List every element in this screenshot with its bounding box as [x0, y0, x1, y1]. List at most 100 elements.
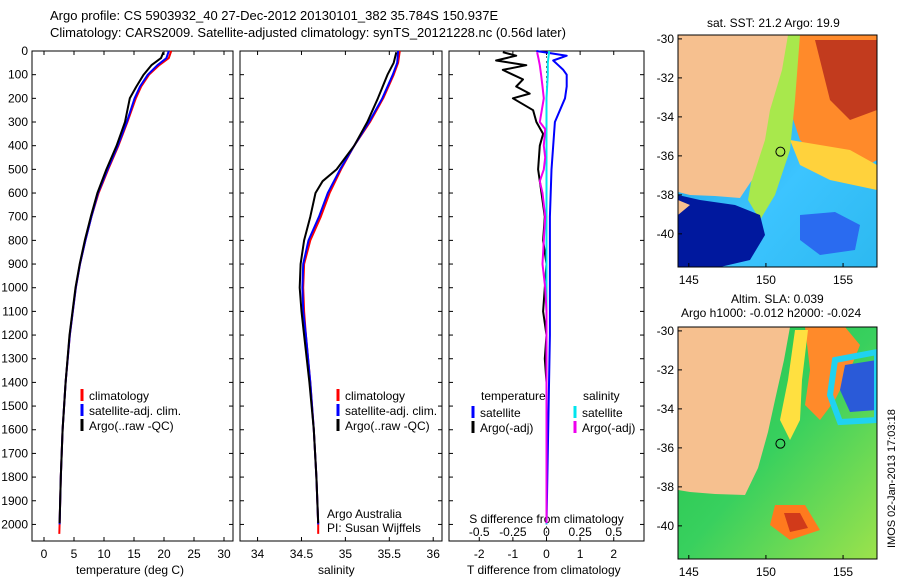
x-tick-label: 34 — [251, 547, 265, 561]
legend-label: Argo(..raw -QC) — [345, 419, 430, 433]
salinity-diff-tick-label: -0.25 — [499, 525, 527, 539]
salinity-panel: 34 34.5 35 35.5 36 climatologysatellite-adj. … — [239, 50, 443, 561]
temp-axes-frame — [31, 50, 234, 542]
depth-tick-label: 1300 — [1, 352, 28, 366]
x-tick-label: 25 — [187, 547, 201, 561]
sst-map-title: sat. SST: 21.2 Argo: 19.9 — [707, 16, 840, 30]
sst-map: 145 150 155 -30 -32 -34 -36 -38 -40 — [657, 32, 878, 287]
legend-label: climatology — [345, 389, 405, 403]
x-tick-label: 15 — [127, 547, 141, 561]
diff-series-line-3 — [536, 51, 548, 524]
map-lon-tick-label: 150 — [756, 273, 776, 287]
legend-label: Argo(..raw -QC) — [89, 419, 174, 433]
diff-series-line-0 — [536, 50, 568, 525]
map-lat-tick-label: -36 — [657, 149, 675, 163]
depth-tick-label: 200 — [8, 91, 28, 105]
legend-label: satellite — [480, 406, 521, 420]
legend-label: climatology — [89, 389, 149, 403]
depth-tick-label: 2000 — [1, 517, 28, 531]
sla-float-marker — [775, 438, 786, 449]
legend-title-salinity: salinity — [583, 389, 620, 403]
sst-land — [678, 35, 788, 198]
figure-title-line1: Argo profile: CS 5903932_40 27-Dec-2012 … — [50, 8, 499, 23]
map-lat-tick-label: -34 — [657, 402, 675, 416]
data-pi-note: PI: Susan Wijffels — [327, 521, 421, 535]
depth-tick-label: 1900 — [1, 494, 28, 508]
depth-tick-label: 1100 — [2, 304, 28, 318]
x-tick-label: -2 — [474, 547, 485, 561]
sla-axis-ticks: 145 150 155 -30 -32 -34 -36 -38 -40 — [657, 324, 854, 579]
map-lat-tick-label: -30 — [657, 324, 675, 338]
figure-title-line2: Climatology: CARS2009. Satellite-adjuste… — [50, 25, 566, 40]
x-tick-label: 36 — [427, 547, 441, 561]
sst-hot-core — [815, 40, 877, 120]
sst-yellow-band — [790, 140, 877, 190]
depth-tick-label: 100 — [8, 68, 28, 82]
map-lat-tick-label: -40 — [657, 519, 675, 533]
depth-tick-label: 400 — [8, 139, 28, 153]
legend-label: Argo(-adj) — [480, 421, 533, 435]
sal-axes-frame — [239, 50, 443, 542]
sla-land — [678, 327, 790, 495]
salinity-xlabel: salinity — [318, 563, 355, 577]
sst-frame — [677, 34, 878, 268]
x-tick-label: 2 — [610, 547, 617, 561]
depth-tick-label: 800 — [8, 233, 28, 247]
x-tick-label: 0 — [41, 547, 48, 561]
depth-tick-label: 1500 — [1, 399, 28, 413]
salinity-diff-tick-label: 0.25 — [568, 525, 592, 539]
temp-series-line-2 — [58, 51, 165, 524]
depth-tick-label: 1600 — [1, 423, 28, 437]
x-tick-label: 10 — [97, 547, 111, 561]
legend-label: satellite-adj. clim. — [89, 404, 181, 418]
x-tick-label: -1 — [508, 547, 519, 561]
sla-map-title-line1: Altim. SLA: 0.039 — [731, 292, 824, 306]
depth-tick-label: 1800 — [1, 470, 28, 484]
x-tick-label: 34.5 — [290, 547, 314, 561]
salinity-diff-tick-label: -0.5 — [469, 525, 490, 539]
map-lat-tick-label: -34 — [657, 110, 675, 124]
map-lon-tick-label: 155 — [833, 273, 853, 287]
depth-tick-label: 300 — [8, 115, 28, 129]
difference-panel: -2 -1 0 1 2-0.5 -0.25 0 0.25 0.5S difference fro… — [448, 50, 645, 561]
x-tick-label: 5 — [71, 547, 78, 561]
sla-low-eddy — [840, 360, 877, 412]
depth-tick-label: 1400 — [1, 375, 28, 389]
sla-frame — [677, 326, 878, 560]
depth-tick-label: 700 — [8, 210, 28, 224]
depth-tick-label: 500 — [8, 162, 28, 176]
x-tick-label: 20 — [157, 547, 171, 561]
depth-tick-label: 1000 — [1, 281, 28, 295]
depth-tick-label: 600 — [8, 186, 28, 200]
sst-cool-patch — [800, 212, 860, 255]
diff-series-line-1 — [495, 51, 548, 524]
depth-tick-label: 0 — [21, 44, 28, 58]
x-tick-label: 35 — [339, 547, 353, 561]
data-source-note: Argo Australia — [327, 507, 402, 521]
map-lat-tick-label: -30 — [657, 32, 675, 46]
sst-float-marker — [775, 146, 786, 157]
salinity-diff-tick-label: 0 — [543, 525, 550, 539]
sst-tasmania-strip — [678, 200, 690, 215]
imos-timestamp: IMOS 02-Jan-2013 17:03:18 — [886, 409, 898, 548]
sla-cyan-ring — [826, 348, 877, 426]
legend-title-temperature: temperature — [481, 389, 546, 403]
map-lon-tick-label: 145 — [679, 273, 699, 287]
legend-label: satellite — [582, 406, 623, 420]
sst-axis-ticks: 145 150 155 -30 -32 -34 -36 -38 -40 — [657, 32, 854, 287]
sst-cold-water — [678, 195, 765, 267]
x-tick-label: 0 — [543, 547, 550, 561]
map-lat-tick-label: -36 — [657, 441, 675, 455]
depth-tick-label: 900 — [8, 257, 28, 271]
map-lat-tick-label: -38 — [657, 188, 675, 202]
map-lon-tick-label: 150 — [756, 565, 776, 579]
map-lon-tick-label: 155 — [833, 565, 853, 579]
depth-tick-label: 1700 — [1, 446, 28, 460]
map-lat-tick-label: -32 — [657, 363, 675, 377]
legend-label: satellite-adj. clim. — [345, 404, 437, 418]
map-lat-tick-label: -32 — [657, 71, 675, 85]
sla-map: 145 150 155 -30 -32 -34 -36 -38 -40 — [657, 324, 878, 579]
map-lat-tick-label: -40 — [657, 227, 675, 241]
sla-south-core — [784, 513, 808, 532]
